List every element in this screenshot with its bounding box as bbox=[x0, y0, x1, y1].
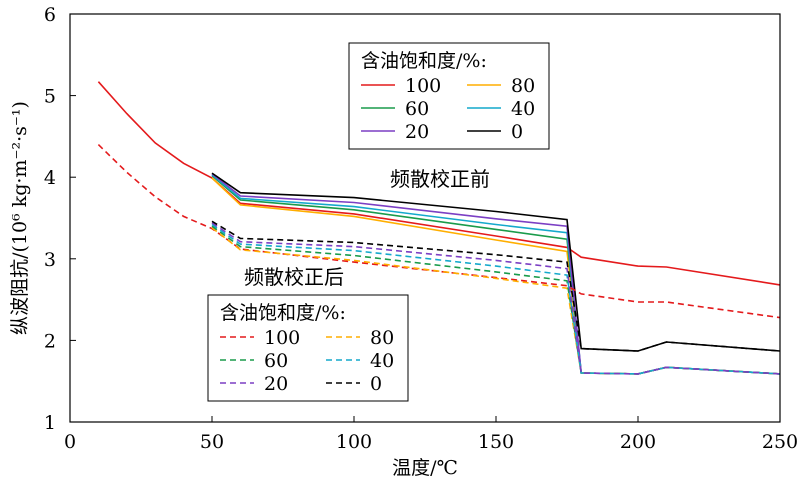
y-tick-label: 3 bbox=[44, 249, 56, 271]
plot-frame bbox=[69, 13, 781, 423]
legend-label-100: 100 bbox=[264, 327, 300, 349]
x-tick-label: 50 bbox=[200, 431, 224, 453]
series-line-dashed-80 bbox=[211, 227, 781, 375]
legend-label-80: 80 bbox=[370, 327, 394, 349]
legend-label-80: 80 bbox=[511, 75, 535, 97]
y-axis-label: 纵波阻抗/(10⁶ kg·m⁻²·s⁻¹) bbox=[9, 101, 31, 335]
legend-label-40: 40 bbox=[370, 350, 394, 372]
legend-dashed: 含油饱和度/%: 100 80 60 40 20 0 bbox=[207, 294, 409, 402]
x-tick-label: 0 bbox=[64, 431, 76, 453]
legend-label-40: 40 bbox=[511, 98, 535, 120]
series-line-solid-100 bbox=[97, 81, 781, 286]
annotation-after-correction: 频散校正后 bbox=[244, 265, 344, 289]
x-tick-label: 150 bbox=[478, 431, 514, 453]
x-axis-label: 温度/℃ bbox=[392, 457, 458, 479]
x-tick-label: 200 bbox=[620, 431, 656, 453]
series-line-dashed-20 bbox=[211, 222, 781, 375]
y-tick-label: 6 bbox=[44, 4, 56, 26]
annotation-before-correction: 频散校正前 bbox=[390, 167, 490, 191]
legend-label-60: 60 bbox=[264, 350, 288, 372]
y-tick-label: 2 bbox=[44, 330, 56, 352]
series-layer bbox=[97, 81, 781, 375]
legend-title: 含油饱和度/%: bbox=[361, 50, 487, 72]
legend-label-0: 0 bbox=[511, 121, 523, 143]
y-tick-label: 1 bbox=[44, 412, 56, 434]
x-tick-label: 250 bbox=[762, 431, 798, 453]
legend-solid: 含油饱和度/%: 100 80 60 40 20 0 bbox=[348, 42, 550, 150]
legend-label-60: 60 bbox=[405, 98, 429, 120]
y-tick-label: 5 bbox=[44, 86, 56, 108]
legend-label-0: 0 bbox=[370, 373, 382, 395]
x-tick-label: 100 bbox=[336, 431, 372, 453]
legend-title: 含油饱和度/%: bbox=[220, 302, 346, 324]
series-line-dashed-40 bbox=[211, 223, 781, 375]
legend-label-20: 20 bbox=[264, 373, 288, 395]
legend-label-20: 20 bbox=[405, 121, 429, 143]
legend-label-100: 100 bbox=[405, 75, 441, 97]
series-line-dashed-100 bbox=[97, 144, 781, 319]
series-line-dashed-0 bbox=[211, 220, 781, 352]
y-tick-label: 4 bbox=[44, 167, 56, 189]
